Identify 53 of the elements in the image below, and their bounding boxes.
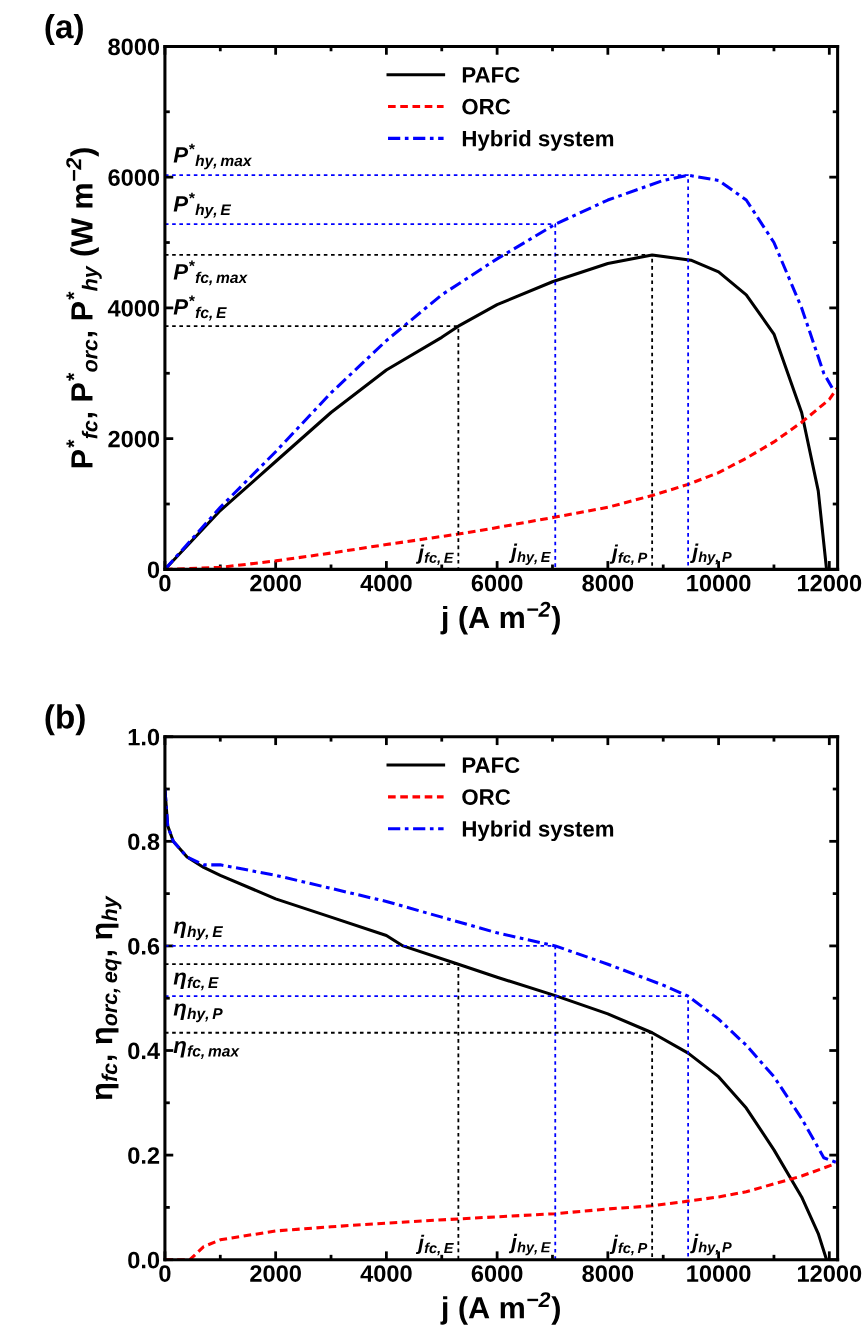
legend-label: PAFC xyxy=(462,67,520,83)
text: P$^{*}$$_{fc}$, P$^{*}$$_{orc}$, P$^{*}$$_{hy}$ (W m$^{−2}$) xyxy=(66,148,102,468)
legend-label: Hybrid system xyxy=(462,130,614,151)
annotation: j$_{fc,P}$ xyxy=(609,544,648,566)
annotation: P$^{*}$$_{hy,max}$ xyxy=(173,143,253,170)
y-tick-label: 6000 xyxy=(108,169,160,186)
annotation: j$_{fc,E}$ xyxy=(415,1234,454,1256)
x-tick-label: 12000 xyxy=(797,1265,862,1282)
y-tick-label: 0.6 xyxy=(128,937,160,955)
y-tick-label: 1.0 xyxy=(128,728,160,746)
x-tick-label: 12000 xyxy=(797,574,862,592)
legend-label: ORC xyxy=(462,789,511,805)
annotation: j$_{hy,E}$ xyxy=(508,543,551,565)
annotation: η$_{fc,max}$ xyxy=(173,1041,240,1059)
y-tick-label: 0.4 xyxy=(128,1042,160,1060)
x-tick-label: 6000 xyxy=(471,1265,523,1282)
chart-title: (b) xyxy=(45,704,85,736)
annotation: η$_{fc,E}$ xyxy=(173,972,219,991)
legend-label: Hybrid system xyxy=(462,820,614,842)
x-tick-label: 0 xyxy=(159,574,171,592)
y-tick-label: 8000 xyxy=(108,38,160,56)
annotation: η$_{hy,E}$ xyxy=(173,921,224,941)
x-tick-label: 2000 xyxy=(250,1265,301,1282)
y-tick-label: 0.8 xyxy=(128,833,160,851)
x-tick-label: 2000 xyxy=(250,574,301,592)
annotation: P$^{*}$$_{fc,E}$ xyxy=(173,295,227,321)
annotation: j$_{fc,P}$ xyxy=(609,1234,648,1256)
x-tick-label: 4000 xyxy=(360,1265,412,1282)
y-tick-label: 0.0 xyxy=(128,1251,160,1269)
x-axis-title: j (A m$^{−2}$) xyxy=(440,1292,560,1325)
x-tick-label: 8000 xyxy=(582,1265,634,1282)
annotation: j$_{fc,E}$ xyxy=(415,544,454,566)
legend-label: ORC xyxy=(462,98,511,115)
y-tick-label: 2000 xyxy=(108,430,160,448)
chart-title: (a) xyxy=(45,13,83,45)
annotation: j$_{hy,P}$ xyxy=(690,1233,732,1256)
x-axis-title: j (A m$^{−2}$) xyxy=(440,601,560,635)
x-tick-label: 6000 xyxy=(471,574,523,592)
y-tick-label: 4000 xyxy=(107,299,160,317)
x-tick-label: 10000 xyxy=(687,1265,751,1282)
legend-label: PAFC xyxy=(462,757,520,774)
x-tick-label: 10000 xyxy=(687,574,751,592)
annotation: P$^{*}$$_{hy,E}$ xyxy=(173,192,232,219)
annotation: η$_{hy,P}$ xyxy=(173,1003,223,1023)
x-tick-label: 0 xyxy=(159,1265,171,1282)
annotation: P$^{*}$$_{fc,max}$ xyxy=(173,260,248,286)
y-tick-label: 0 xyxy=(147,561,160,579)
y-axis-title: η$_{fc}$, η$_{orc,eq}$, η$_{hy}$ xyxy=(95,895,122,1100)
annotation: j$_{hy,P}$ xyxy=(690,543,732,565)
x-tick-label: 4000 xyxy=(360,574,412,592)
y-tick-label: 0.2 xyxy=(128,1147,160,1164)
annotation: j$_{hy,E}$ xyxy=(508,1233,551,1256)
x-tick-label: 8000 xyxy=(582,574,634,592)
